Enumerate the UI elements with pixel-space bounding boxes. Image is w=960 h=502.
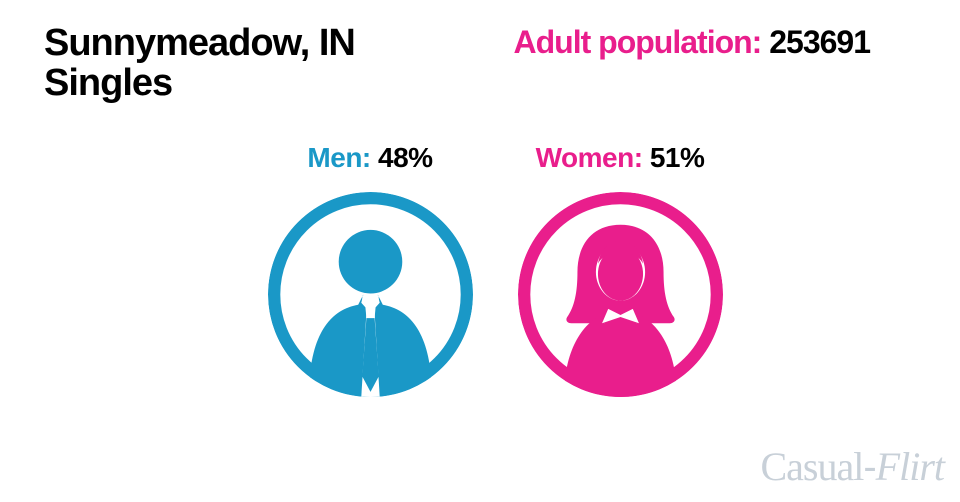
women-pct: 51% — [650, 142, 705, 173]
population-label: Adult population: — [514, 24, 770, 60]
brand-sep: - — [863, 445, 875, 489]
brand-part1: Casual — [760, 444, 863, 489]
brand-watermark: Casual-Flirt — [760, 443, 944, 490]
subtitle: Singles — [44, 64, 355, 104]
woman-icon — [518, 192, 723, 397]
men-block: Men: 48% — [260, 142, 480, 397]
brand-part2: Flirt — [876, 444, 944, 489]
men-label: Men: — [307, 142, 378, 173]
population-block: Adult population: 253691 — [514, 24, 870, 61]
man-icon — [268, 192, 473, 397]
header-block: Sunnymeadow, IN Singles — [44, 24, 355, 104]
women-label-row: Women: 51% — [510, 142, 730, 174]
men-label-row: Men: 48% — [260, 142, 480, 174]
location-title: Sunnymeadow, IN — [44, 24, 355, 64]
men-pct: 48% — [378, 142, 433, 173]
women-label: Women: — [536, 142, 650, 173]
population-value: 253691 — [769, 24, 870, 60]
women-block: Women: 51% — [510, 142, 730, 397]
